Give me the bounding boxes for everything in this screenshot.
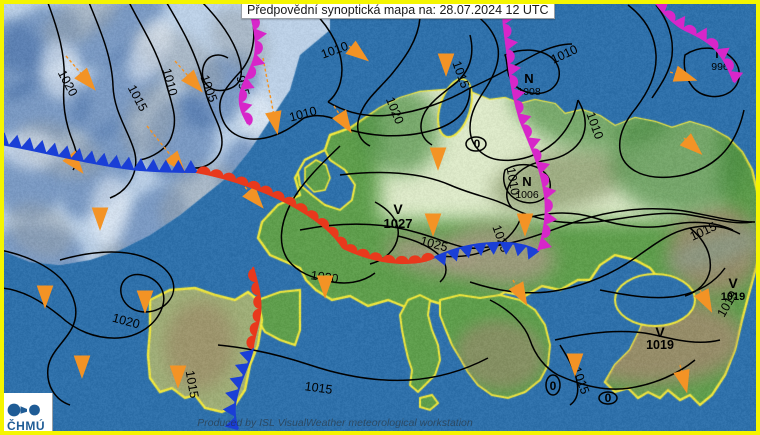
svg-text:1015: 1015 — [125, 83, 150, 114]
svg-text:1020: 1020 — [55, 68, 80, 99]
svg-text:0: 0 — [605, 391, 612, 405]
svg-text:1027: 1027 — [384, 216, 413, 231]
svg-text:1006: 1006 — [515, 189, 539, 201]
svg-text:N: N — [522, 174, 531, 189]
svg-text:1010: 1010 — [288, 104, 319, 125]
svg-text:N: N — [524, 71, 533, 86]
svg-text:1019: 1019 — [721, 291, 745, 303]
svg-text:1010: 1010 — [549, 42, 580, 66]
svg-text:1020: 1020 — [383, 95, 406, 126]
svg-text:1010: 1010 — [319, 39, 350, 62]
svg-text:1015: 1015 — [304, 379, 334, 397]
svg-text:0: 0 — [474, 137, 481, 151]
svg-text:V: V — [728, 275, 738, 291]
svg-text:1020: 1020 — [111, 311, 142, 332]
svg-text:0: 0 — [550, 379, 557, 393]
svg-text:V: V — [393, 201, 403, 217]
svg-text:1010: 1010 — [160, 67, 181, 98]
svg-text:1015: 1015 — [183, 369, 202, 399]
svg-text:1019: 1019 — [646, 338, 674, 352]
svg-text:1010: 1010 — [583, 110, 606, 141]
